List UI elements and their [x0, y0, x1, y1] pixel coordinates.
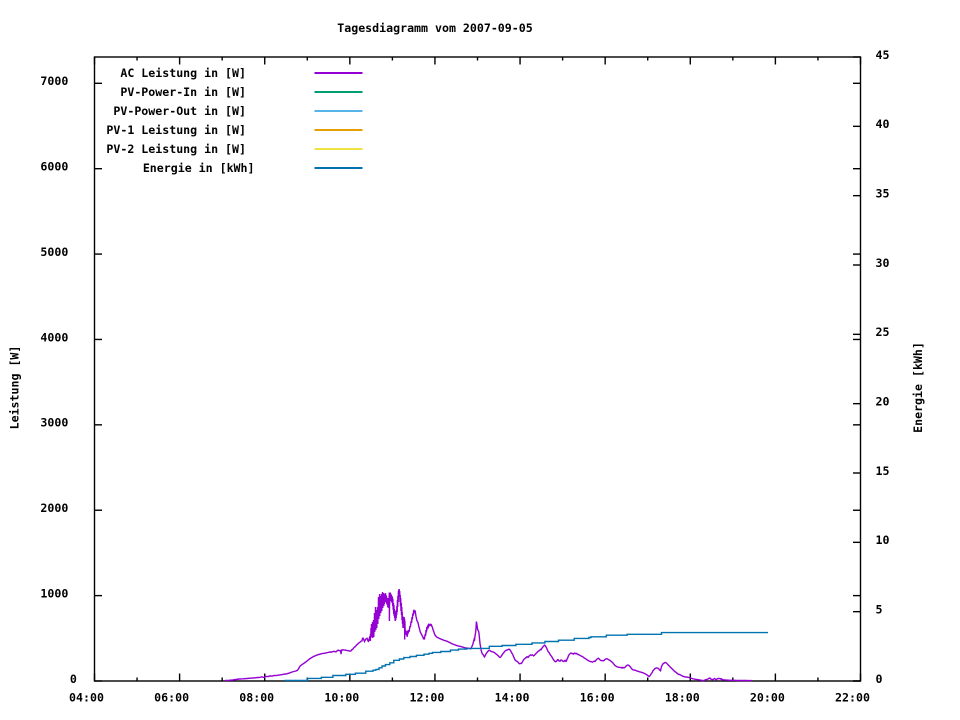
y-left-tick-label: 0 [70, 672, 77, 686]
y-left-tick-label: 6000 [40, 160, 68, 174]
x-tick-label: 04:00 [69, 691, 104, 705]
y-right-tick-label: 45 [876, 48, 890, 62]
x-tick-label: 12:00 [409, 691, 444, 705]
x-tick-label: 18:00 [665, 691, 700, 705]
y-right-tick-label: 10 [876, 533, 890, 547]
x-tick-label: 14:00 [495, 691, 530, 705]
legend-label: PV-1 Leistung in [W] [106, 123, 246, 137]
y-left-tick-label: 3000 [40, 416, 68, 430]
legend-label: Energie in [kWh] [143, 161, 255, 175]
series-ac-leistung-in-w [224, 588, 752, 682]
legend-label: PV-2 Leistung in [W] [106, 142, 246, 156]
y-right-tick-label: 5 [876, 603, 883, 617]
y-right-tick-label: 30 [876, 256, 890, 270]
chart-title: Tagesdiagramm vom 2007-09-05 [337, 21, 532, 35]
y-right-tick-label: 40 [876, 117, 890, 131]
legend: AC Leistung in [W] PV-Power-In in [W] PV-P… [106, 66, 363, 175]
legend-label: AC Leistung in [W] [120, 66, 246, 80]
y-axis-left-label: Leistung [W] [8, 346, 22, 430]
y-left-tick-label: 7000 [40, 74, 68, 88]
x-tick-label: 06:00 [154, 691, 189, 705]
y-left-tick-label: 1000 [40, 587, 68, 601]
y-left-tick-label: 4000 [40, 330, 68, 344]
y-right-tick-label: 35 [876, 187, 890, 201]
x-tick-label: 22:00 [835, 691, 870, 705]
legend-label: PV-Power-Out in [W] [113, 104, 246, 118]
x-tick-label: 10:00 [324, 691, 359, 705]
y-right-tick-label: 15 [876, 464, 890, 478]
x-tick-label: 16:00 [580, 691, 615, 705]
plot-border [93, 56, 862, 682]
axis-tick-labels: 04:00 06:00 08:00 10:00 12:00 14:00 16:00 18:00… [40, 48, 889, 705]
y-right-tick-label: 25 [876, 325, 890, 339]
y-right-tick-label: 0 [876, 672, 883, 686]
x-tick-label: 20:00 [750, 691, 785, 705]
y-axis-right-label: Energie [kWh] [911, 342, 925, 433]
y-right-tick-label: 20 [876, 395, 890, 409]
y-left-tick-label: 5000 [40, 245, 68, 259]
legend-label: PV-Power-In in [W] [120, 85, 246, 99]
y-left-tick-label: 2000 [40, 501, 68, 515]
x-tick-label: 08:00 [239, 691, 274, 705]
data-series [224, 588, 768, 682]
series-energie-in-kwh [284, 631, 768, 682]
